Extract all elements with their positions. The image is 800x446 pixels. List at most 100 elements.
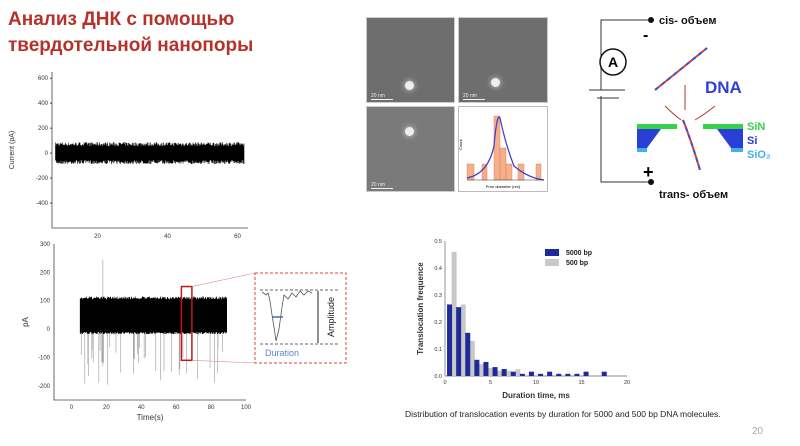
bar-500-bp [478,363,484,376]
bar-5000-bp [465,332,471,376]
trans-terminal [648,179,654,185]
layer-sin-label: SiN [747,121,765,133]
current-trace [55,142,245,165]
y-tick-label: -100 [38,355,51,361]
x-tick-label: 60 [173,405,180,411]
nanopore-circuit-diagram: cis- объем trans- объем - + A DNA SiN Si… [589,15,771,201]
duration-histogram-chart: 0.0 0.1 0.2 0.3 0.4 0.5 0 5 10 15 20 Duration time,… [416,239,630,400]
y-tick-label: 0.3 [434,293,442,299]
y-tick-label: -200 [38,384,51,390]
bar-5000-bp [556,373,562,376]
scale-label: 20 nm [371,93,385,99]
layer-sio2-label: SiO₂ [747,149,771,161]
tem-image-1: 20 nm [366,17,455,103]
minus-sign: - [643,27,648,44]
x-tick-label: 0 [443,380,446,386]
legend-swatch [545,249,559,256]
y-axis-label: Translocation frequence [416,262,425,355]
scale-label: 20 nm [371,182,385,188]
x-axis-label: Duration time, ms [502,391,570,400]
baseline-current-chart: 600 400 200 0 -200 -400 20 40 60 Current (pA) [9,72,248,240]
bar-5000-bp [519,373,525,376]
trans-label: trans- объем [659,189,728,201]
x-tick-label: 10 [533,380,539,386]
bar-5000-bp [547,371,553,376]
hist-ylabel: Count [458,138,463,150]
cis-terminal [648,17,654,23]
dna-label: DNA [705,78,742,97]
y-tick-label: 200 [40,270,51,276]
y-tick-label: -400 [36,201,49,207]
bar-500-bp [497,370,503,376]
x-tick-label: 20 [103,405,110,411]
y-tick-label: 0.4 [434,266,442,272]
title-line-2: твердотельной нанопоры [8,35,254,56]
title-line-1: Анализ ДНК с помощью [8,9,235,30]
bar-5000-bp [528,371,534,376]
hist-xlabel: Pore diameter (nm) [486,184,521,189]
bar-5000-bp [456,307,462,376]
slide-title: Анализ ДНК с помощью твердотельной наноп… [8,7,253,59]
legend-swatch [545,259,559,266]
bar-5000-bp [474,359,480,376]
x-axis-label: Time(s) [137,413,164,422]
y-tick-label: 100 [40,299,51,305]
y-tick-label: 0.5 [434,239,442,245]
scale-label: 20 nm [463,93,477,99]
axes [51,72,248,229]
x-tick-label: 60 [234,234,241,240]
tem-image-2: 20 nm [458,17,548,103]
x-tick-label: 100 [241,405,252,411]
event-trace [261,290,313,342]
event-spikes [80,259,223,385]
ammeter-label: A [608,54,618,70]
bar-500-bp [487,367,494,376]
tem-image-3: 20 nm [366,106,455,192]
x-tick-label: 20 [624,380,630,386]
cis-label: cis- объем [659,15,717,27]
bar-500-bp [515,369,521,376]
translocation-events-chart: 300 200 100 0 -100 -200 0 20 40 60 80 100 Time(s) pA A… [21,242,347,422]
dna-strand-icon [654,47,708,171]
page-number: 20 [752,426,764,437]
figure-caption: Distribution of translocation events by … [405,409,721,419]
inset-box [254,272,347,364]
bar-500-bp [460,304,466,376]
x-tick-label: 40 [164,234,171,240]
layer-si-label: Si [747,135,757,147]
x-tick-label: 20 [94,234,101,240]
bar-5000-bp [601,371,607,376]
y-axis-label: Current (pA) [9,131,16,170]
y-tick-label: 200 [38,126,49,132]
bar-5000-bp [447,304,453,376]
bar-5000-bp [510,371,516,376]
inset-levels [260,289,340,345]
bar-500-bp [451,251,457,376]
y-axis-label: pA [21,316,30,326]
plus-sign: + [643,162,654,182]
current-trace [79,296,227,335]
bar-5000-bp [538,373,544,376]
y-tick-label: 0.0 [434,374,442,380]
amplitude-label: Amplitude [326,297,336,337]
bar-5000-bp [492,367,498,376]
legend-label: 5000 bp [566,250,592,257]
y-tick-label: 0 [47,327,51,333]
x-tick-label: 40 [138,405,145,411]
x-tick-label: 0 [70,405,74,411]
zoom-lines [191,272,256,364]
y-tick-label: 300 [40,242,51,248]
x-tick-label: 5 [489,380,492,386]
bar-5000-bp [483,361,489,376]
y-tick-label: -200 [36,176,49,182]
highlight-box [180,285,193,362]
ammeter-icon [599,48,627,76]
bar-5000-bp [583,371,589,376]
membrane [637,124,743,152]
bar-5000-bp [501,368,507,376]
y-tick-label: 400 [38,101,49,107]
bar-500-bp [469,340,475,376]
bar-5000-bp [565,373,571,376]
bar-500-bp [506,370,512,376]
bar-5000-bp [574,373,580,376]
